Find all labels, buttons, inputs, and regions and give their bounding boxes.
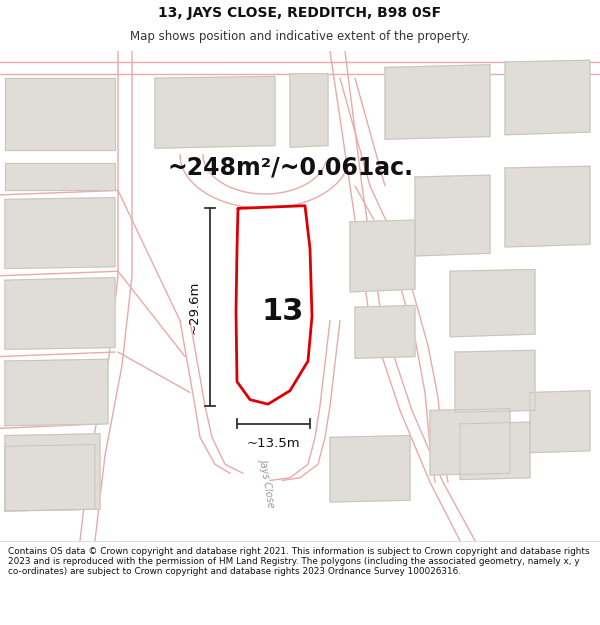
Polygon shape: [450, 269, 535, 337]
Text: Jays Close: Jays Close: [259, 457, 277, 508]
Text: ~29.6m: ~29.6m: [187, 281, 200, 334]
Polygon shape: [415, 175, 490, 256]
Polygon shape: [5, 359, 108, 426]
Polygon shape: [430, 409, 510, 475]
Polygon shape: [455, 350, 535, 413]
Text: 13, JAYS CLOSE, REDDITCH, B98 0SF: 13, JAYS CLOSE, REDDITCH, B98 0SF: [158, 6, 442, 20]
Polygon shape: [5, 164, 115, 191]
Polygon shape: [460, 422, 530, 479]
Text: ~13.5m: ~13.5m: [247, 437, 301, 450]
Polygon shape: [290, 74, 328, 148]
Polygon shape: [355, 306, 415, 358]
Polygon shape: [505, 60, 590, 135]
Polygon shape: [385, 65, 490, 139]
Polygon shape: [5, 78, 115, 150]
Text: Contains OS data © Crown copyright and database right 2021. This information is : Contains OS data © Crown copyright and d…: [8, 546, 589, 576]
Text: 13: 13: [262, 297, 304, 326]
Polygon shape: [350, 220, 415, 292]
Polygon shape: [237, 206, 310, 401]
Polygon shape: [5, 444, 95, 511]
Polygon shape: [236, 206, 312, 404]
Polygon shape: [505, 166, 590, 247]
Polygon shape: [330, 436, 410, 502]
Text: ~248m²/~0.061ac.: ~248m²/~0.061ac.: [167, 156, 413, 180]
Polygon shape: [5, 278, 115, 349]
Text: Map shows position and indicative extent of the property.: Map shows position and indicative extent…: [130, 31, 470, 43]
Polygon shape: [5, 434, 100, 511]
Polygon shape: [5, 198, 115, 269]
Polygon shape: [530, 391, 590, 452]
Polygon shape: [155, 76, 275, 148]
